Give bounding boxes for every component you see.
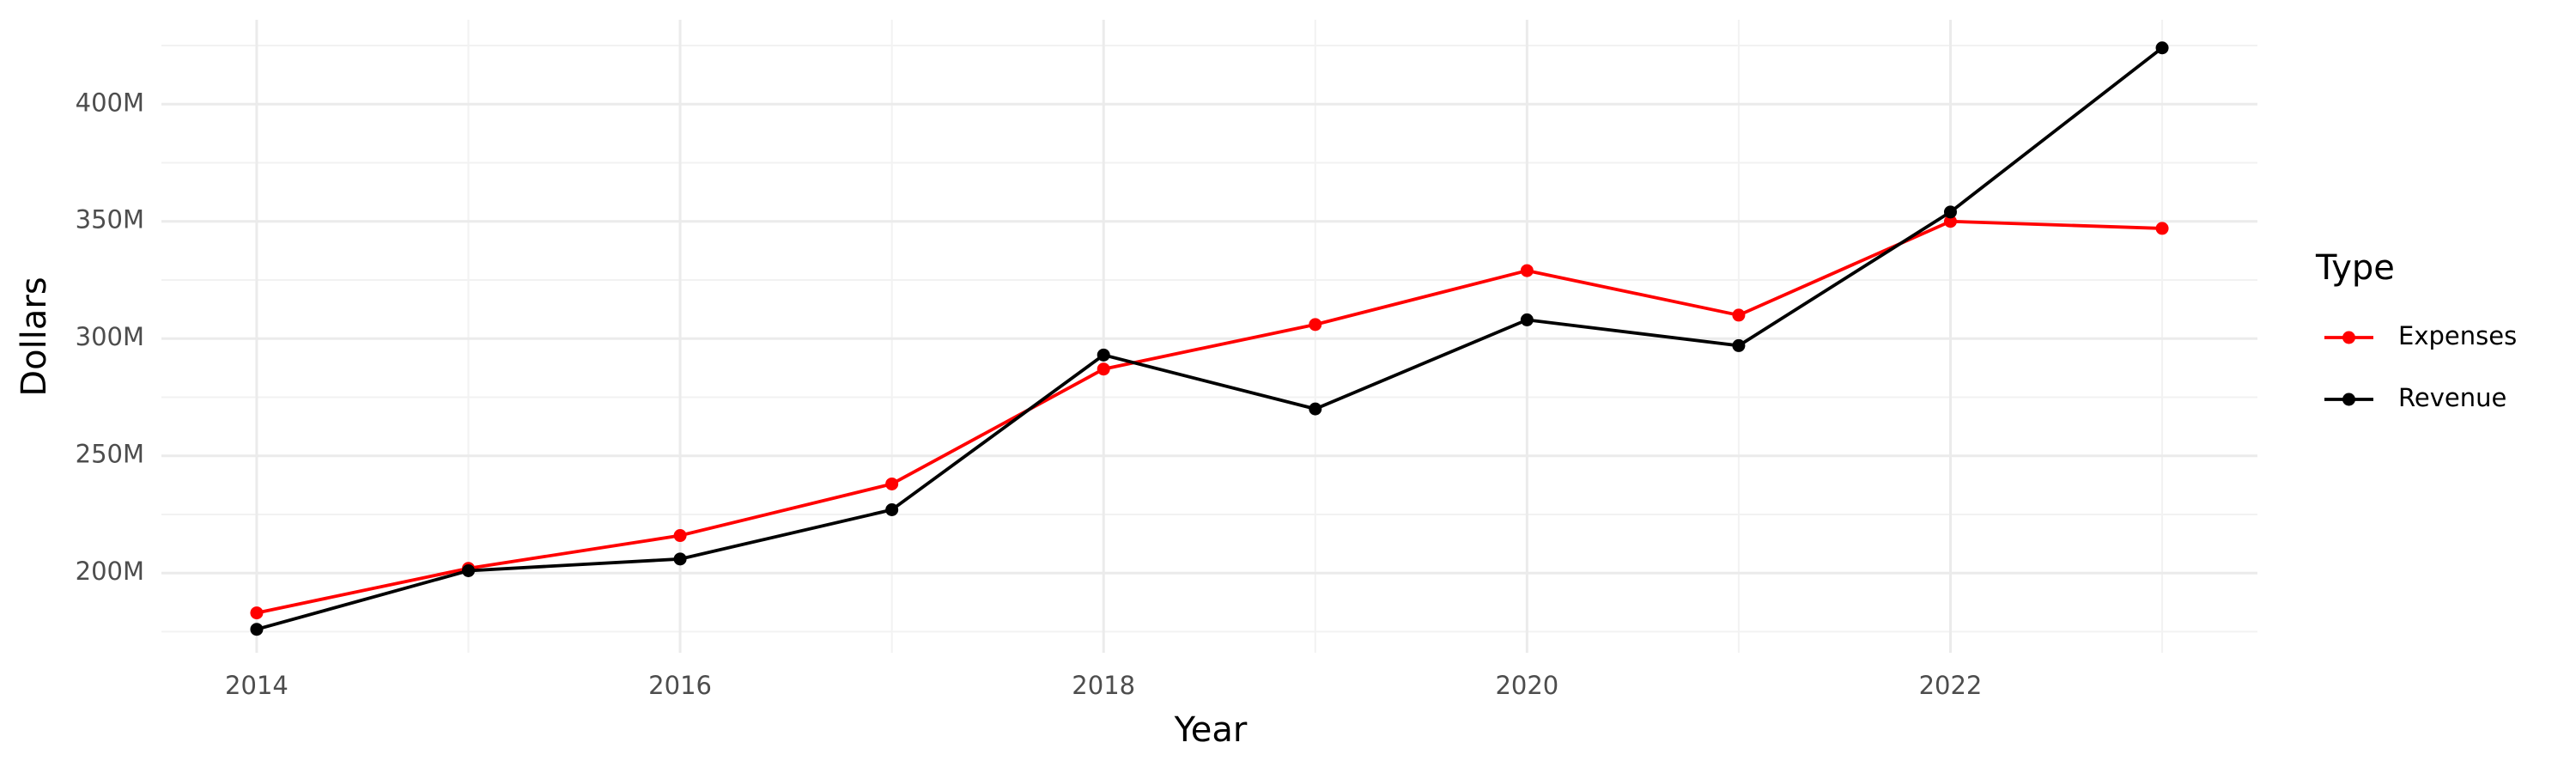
y-tick-label: 400M: [76, 88, 144, 117]
data-point: [1309, 402, 1322, 416]
series-line: [256, 219, 2163, 615]
data-point: [1097, 362, 1110, 376]
data-point: [1097, 348, 1110, 362]
y-tick-label: 350M: [76, 205, 144, 234]
series-line: [256, 46, 2164, 631]
data-point: [1943, 205, 1957, 219]
data-point: [1943, 215, 1957, 228]
data-point: [1520, 264, 1534, 277]
y-tick-label: 250M: [76, 440, 144, 469]
x-tick-label: 2014: [225, 671, 289, 700]
legend-title: Type: [2315, 248, 2395, 288]
x-tick-label: 2018: [1072, 671, 1135, 700]
data-point: [1732, 308, 1746, 322]
data-point: [673, 552, 687, 566]
data-point: [1520, 313, 1534, 326]
data-point: [250, 623, 264, 636]
x-tick-label: 2016: [648, 671, 712, 700]
data-point: [2155, 41, 2169, 55]
data-point: [2155, 222, 2169, 235]
data-point: [250, 606, 264, 620]
legend-key-point: [2342, 331, 2355, 344]
y-tick-label: 300M: [76, 322, 144, 351]
data-point: [885, 502, 899, 516]
data-point: [673, 529, 687, 543]
y-axis-title: Dollars: [15, 277, 54, 396]
legend-label: Expenses: [2398, 321, 2517, 350]
x-axis-title: Year: [1174, 710, 1248, 750]
data-point: [885, 477, 899, 490]
legend-key-point: [2342, 393, 2355, 406]
data-point: [462, 563, 476, 577]
data-point: [1309, 318, 1322, 332]
y-tick-label: 200M: [76, 557, 144, 586]
data-point: [1732, 338, 1746, 352]
legend-label: Revenue: [2398, 383, 2506, 412]
x-tick-label: 2022: [1919, 671, 1983, 700]
x-tick-label: 2020: [1495, 671, 1558, 700]
